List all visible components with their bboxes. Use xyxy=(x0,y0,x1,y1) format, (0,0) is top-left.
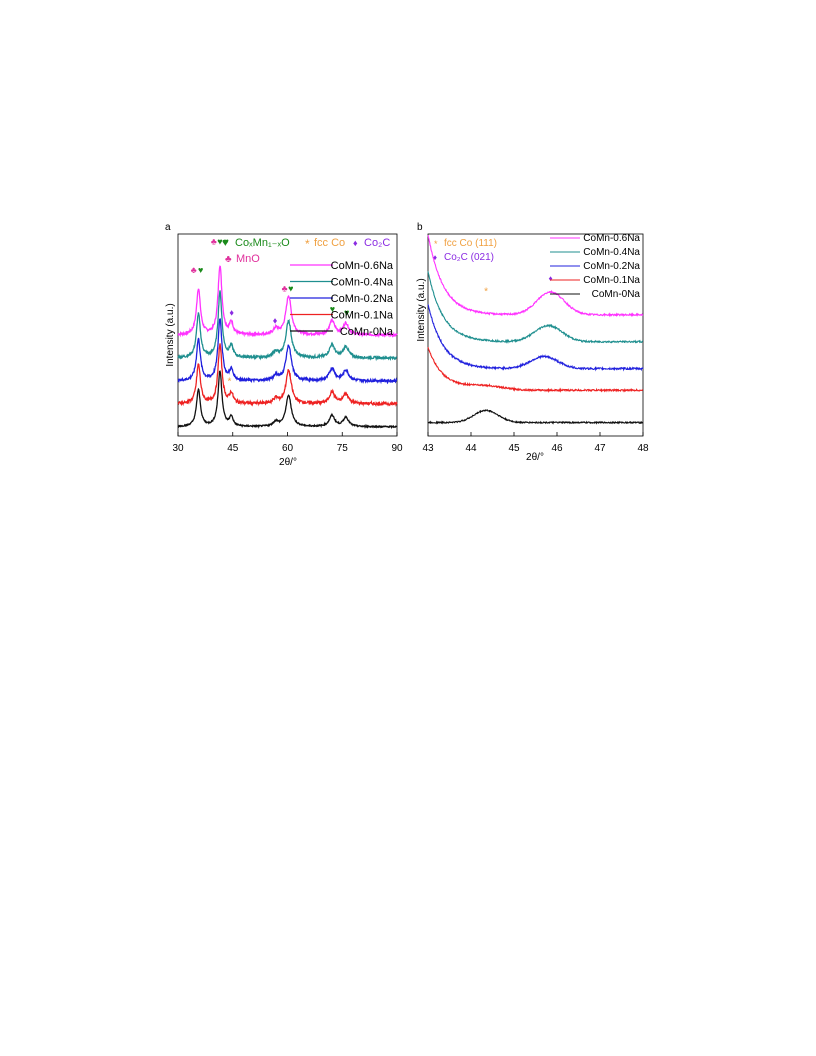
peak-marker: ♦ xyxy=(229,307,234,317)
legend-entry: CoMn-0.6Na xyxy=(583,233,640,244)
diamond-icon: ♦ xyxy=(353,238,358,248)
legend-co2c-021-label: Co₂C (021) xyxy=(444,252,494,263)
series-line-CoMn-0.6Na xyxy=(177,265,398,339)
x-tick-label: 45 xyxy=(508,443,520,454)
panel-b-peak-markers: *♦ xyxy=(484,274,553,297)
peak-marker: ♥ xyxy=(288,283,293,293)
series-line-CoMn-0.2Na xyxy=(427,304,644,372)
series-line-CoMn-0.1Na xyxy=(177,343,398,407)
panel-a-x-axis-label: 2θ/° xyxy=(279,457,297,468)
panel-a-x-axis: 30 45 60 75 90 xyxy=(172,432,403,454)
legend-entry: CoMn-0.2Na xyxy=(583,261,640,272)
x-tick-label: 90 xyxy=(391,443,403,454)
legend-entry: CoMn-0.6Na xyxy=(331,260,394,272)
x-tick-label: 60 xyxy=(282,443,294,454)
series-line-CoMn-0.4Na xyxy=(427,271,643,345)
panel-b-y-axis-label: Intensity (a.u.) xyxy=(416,278,427,341)
x-tick-label: 47 xyxy=(594,443,606,454)
series-line-CoMn-0.2Na xyxy=(177,318,398,385)
legend-co2c-label: Co₂C xyxy=(364,237,390,249)
panel-b-x-axis: 43 44 45 46 47 48 xyxy=(422,432,649,454)
peak-marker: ♥ xyxy=(217,236,222,246)
panel-b-series xyxy=(427,235,644,425)
peak-marker: ♣ xyxy=(282,283,288,293)
peak-marker: ♥ xyxy=(344,307,349,317)
series-line-CoMn-0.6Na xyxy=(427,235,644,318)
legend-entry: CoMn-0Na xyxy=(340,326,394,338)
panel-a-chart: a ♣ ♥♣ ♥ ♥♦♦♣ ♥♥ ♥* 30 45 60 75 90 2θ/° Intensity… xyxy=(165,222,403,468)
panel-b-chart: b *♦ 43 44 45 46 47 48 2θ/° Intensity (a.u.) … xyxy=(416,222,649,463)
legend-entry: CoMn-0.1Na xyxy=(583,275,640,286)
panel-a-peak-markers: ♣ ♥♣ ♥ ♥♦♦♣ ♥♥ ♥* xyxy=(191,236,350,387)
legend-entry: CoMn-0Na xyxy=(592,289,641,300)
x-tick-label: 44 xyxy=(465,443,477,454)
legend-entry: CoMn-0.1Na xyxy=(331,310,394,322)
series-line-CoMn-0.1Na xyxy=(427,347,644,394)
panel-b-series-legend: CoMn-0.6Na CoMn-0.4Na CoMn-0.2Na CoMn-0.1Na… xyxy=(550,233,640,300)
series-line-CoMn-0.4Na xyxy=(177,290,398,362)
series-line-CoMn-0Na xyxy=(177,370,398,430)
legend-coxmn-label: CoₓMn₁₋ₓO xyxy=(235,237,290,249)
panel-b-frame xyxy=(427,233,644,437)
asterisk-icon: * xyxy=(305,237,310,251)
x-tick-label: 45 xyxy=(227,443,239,454)
x-tick-label: 46 xyxy=(551,443,563,454)
panel-b-x-axis-label: 2θ/° xyxy=(526,452,544,463)
series-line-CoMn-0Na xyxy=(427,409,644,425)
panel-b-marker-legend: * fcc Co (111) ♦ Co₂C (021) xyxy=(433,238,497,263)
panel-a-series xyxy=(177,265,398,430)
legend-mno-label: MnO xyxy=(236,253,260,265)
heart-icon: ♥ xyxy=(222,237,229,249)
club-icon: ♣ xyxy=(225,254,232,265)
x-tick-label: 48 xyxy=(637,443,649,454)
x-tick-label: 75 xyxy=(337,443,349,454)
peak-marker: ♣ xyxy=(211,236,217,246)
legend-entry: CoMn-0.4Na xyxy=(583,247,640,258)
peak-marker: * xyxy=(484,287,488,298)
panel-a-label: a xyxy=(165,222,171,233)
panel-a-y-axis-label: Intensity (a.u.) xyxy=(165,303,176,366)
legend-fcc-co-111-label: fcc Co (111) xyxy=(444,238,497,249)
x-tick-label: 30 xyxy=(172,443,184,454)
peak-marker: ♦ xyxy=(273,316,278,326)
panel-b-label: b xyxy=(417,222,423,233)
legend-entry: CoMn-0.2Na xyxy=(331,293,394,305)
panel-a-series-legend: CoMn-0.6Na CoMn-0.4Na CoMn-0.2Na CoMn-0.1Na… xyxy=(290,260,394,338)
x-tick-label: 43 xyxy=(422,443,434,454)
panel-a-marker-legend: ♥ CoₓMn₁₋ₓO * fcc Co ♦ Co₂C ♣ MnO xyxy=(222,237,390,265)
peak-marker: ♥ xyxy=(198,265,203,275)
peak-marker: ♦ xyxy=(549,274,553,283)
asterisk-icon: * xyxy=(434,239,438,249)
peak-marker: ♥ xyxy=(224,236,229,246)
peak-marker: ♣ xyxy=(191,265,197,275)
peak-marker: * xyxy=(228,376,232,387)
legend-fcc-co-label: fcc Co xyxy=(314,237,345,249)
diamond-icon: ♦ xyxy=(433,253,437,262)
legend-entry: CoMn-0.4Na xyxy=(331,277,394,289)
peak-marker: ♥ xyxy=(330,304,335,314)
